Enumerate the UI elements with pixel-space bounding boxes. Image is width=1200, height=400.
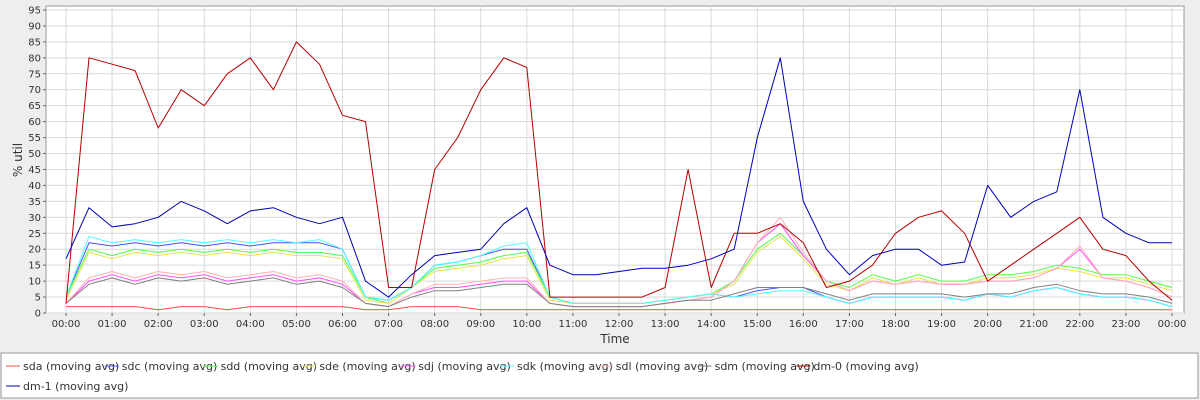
x-tick-label: 05:00 bbox=[282, 319, 311, 330]
y-tick-label: 80 bbox=[28, 53, 41, 64]
x-tick-label: 12:00 bbox=[605, 319, 634, 330]
x-tick-label: 11:00 bbox=[559, 319, 588, 330]
y-axis-title: % util bbox=[11, 143, 25, 177]
x-tick-label: 06:00 bbox=[328, 319, 357, 330]
legend-box bbox=[0, 352, 1199, 399]
y-axis-ticks: 0 5 10 15 20 25 30 35 40 45 50 55 60 65 70 75 80 85 90 95 bbox=[28, 6, 46, 320]
x-tick-label: 19:00 bbox=[927, 319, 956, 330]
series-line-dm-1 bbox=[65, 57, 1172, 298]
x-tick-label: 08:00 bbox=[420, 319, 449, 330]
x-tick-label: 14:00 bbox=[697, 319, 726, 330]
legend-label-sda: sda (moving avg) bbox=[23, 360, 119, 373]
x-tick-label: 00:00 bbox=[52, 319, 81, 330]
x-tick-label: 20:00 bbox=[973, 319, 1002, 330]
x-tick-label: 00:00 bbox=[1158, 319, 1187, 330]
legend-label-sdj: sdj (moving avg) bbox=[418, 360, 511, 373]
x-axis-ticks: 00:00 01:00 02:00 03:00 04:00 05:00 06:00 07:00… bbox=[52, 313, 1187, 330]
legend-label-dm-1: dm-1 (moving avg) bbox=[23, 380, 128, 393]
series-line-dm-0 bbox=[65, 41, 1173, 304]
y-tick-label: 90 bbox=[28, 21, 41, 32]
legend-label-sdl: sdl (moving avg) bbox=[616, 360, 709, 373]
x-tick-label: 13:00 bbox=[651, 319, 680, 330]
x-tick-label: 22:00 bbox=[1065, 319, 1094, 330]
x-tick-label: 04:00 bbox=[236, 319, 265, 330]
series-lines bbox=[65, 41, 1173, 311]
series-line-sdm bbox=[65, 277, 1173, 308]
x-tick-label: 21:00 bbox=[1019, 319, 1048, 330]
plot-area bbox=[45, 5, 1185, 314]
x-tick-label: 10:00 bbox=[512, 319, 541, 330]
x-tick-label: 18:00 bbox=[881, 319, 910, 330]
grid-lines bbox=[46, 6, 1184, 314]
y-tick-label: 60 bbox=[28, 117, 41, 128]
x-tick-label: 02:00 bbox=[144, 319, 173, 330]
y-tick-label: 0 bbox=[35, 309, 41, 320]
y-tick-label: 35 bbox=[28, 197, 41, 208]
legend-label-sde: sde (moving avg) bbox=[319, 360, 415, 373]
y-tick-label: 85 bbox=[28, 37, 41, 48]
y-tick-label: 70 bbox=[28, 85, 41, 96]
y-tick-label: 45 bbox=[28, 165, 41, 176]
legend-label-dm-0: dm-0 (moving avg) bbox=[813, 360, 918, 373]
y-tick-label: 15 bbox=[28, 261, 41, 272]
y-tick-label: 75 bbox=[28, 69, 41, 80]
y-tick-label: 30 bbox=[28, 213, 41, 224]
y-tick-label: 40 bbox=[28, 181, 41, 192]
x-tick-label: 15:00 bbox=[743, 319, 772, 330]
legend-label-sdk: sdk (moving avg) bbox=[517, 360, 613, 373]
x-tick-label: 03:00 bbox=[190, 319, 219, 330]
x-tick-label: 17:00 bbox=[835, 319, 864, 330]
y-tick-label: 95 bbox=[28, 6, 41, 17]
legend-label-sdm: sdm (moving avg) bbox=[715, 360, 815, 373]
y-tick-label: 25 bbox=[28, 229, 41, 240]
x-tick-label: 07:00 bbox=[374, 319, 403, 330]
y-tick-label: 50 bbox=[28, 149, 41, 160]
series-line-sda bbox=[66, 306, 1172, 311]
legend-label-sdd: sdd (moving avg) bbox=[221, 360, 317, 373]
x-tick-label: 09:00 bbox=[466, 319, 495, 330]
legend-label-sdc: sdc (moving avg) bbox=[122, 360, 218, 373]
x-tick-label: 23:00 bbox=[1112, 319, 1141, 330]
legend: sda (moving avg) sdc (moving avg) sdd (mov… bbox=[6, 360, 919, 393]
x-tick-label: 16:00 bbox=[789, 319, 818, 330]
y-tick-label: 10 bbox=[28, 277, 41, 288]
y-tick-label: 20 bbox=[28, 245, 41, 256]
y-tick-label: 5 bbox=[35, 293, 41, 304]
x-tick-label: 01:00 bbox=[98, 319, 127, 330]
x-axis-title: Time bbox=[599, 332, 629, 346]
y-tick-label: 55 bbox=[28, 133, 41, 144]
y-tick-label: 65 bbox=[28, 101, 41, 112]
